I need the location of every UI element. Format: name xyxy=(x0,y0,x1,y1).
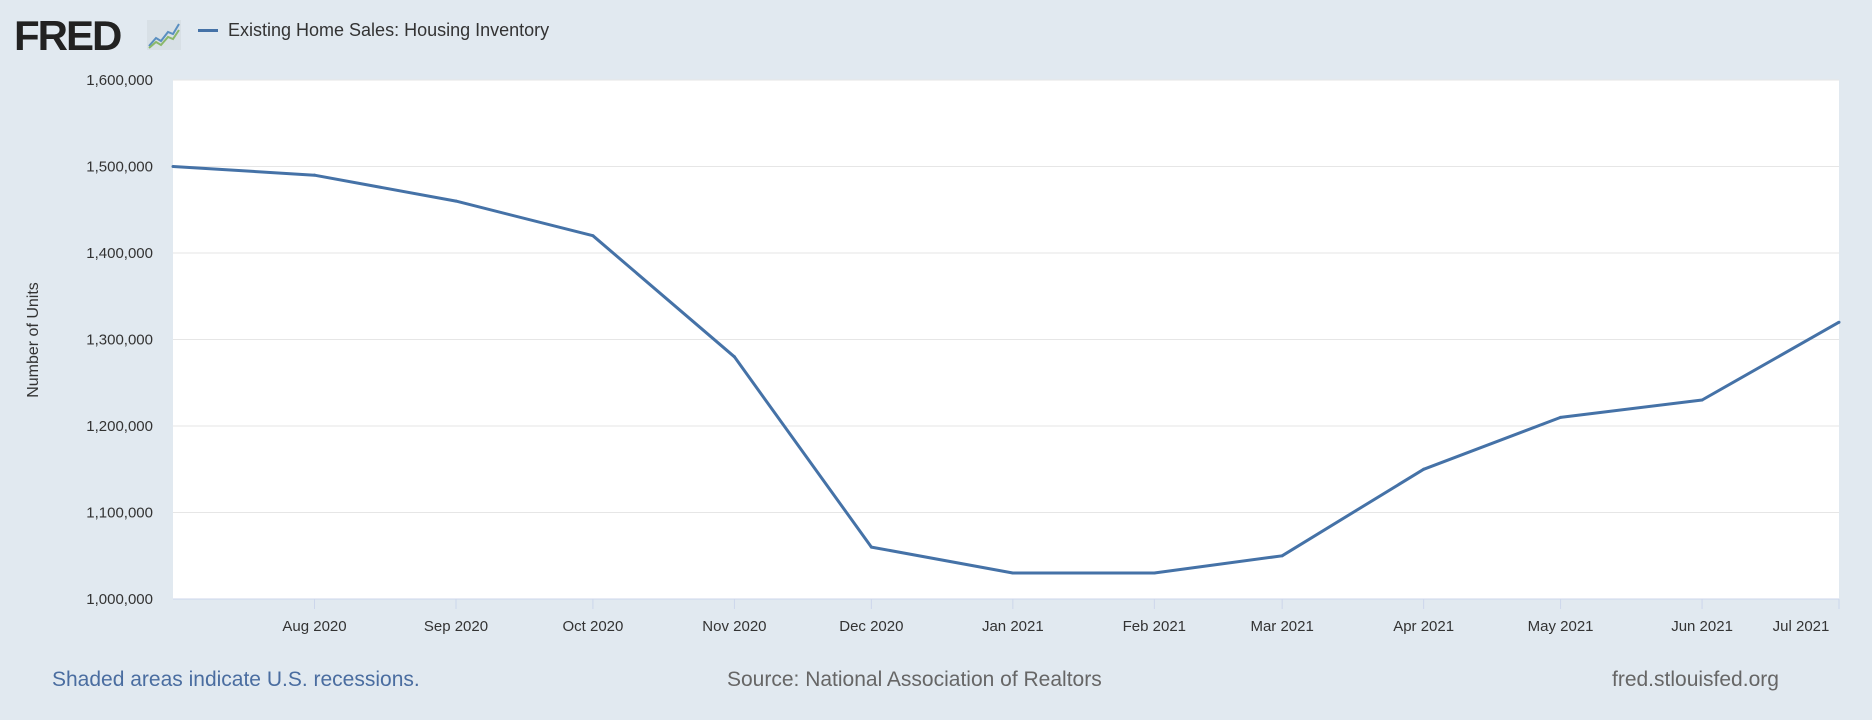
data-point xyxy=(1422,467,1426,471)
y-tick-label: 1,600,000 xyxy=(86,72,153,89)
y-axis-label: Number of Units xyxy=(25,282,42,398)
x-tick-label: Nov 2020 xyxy=(702,618,766,635)
data-point xyxy=(1837,320,1841,324)
fred-logo: FRED xyxy=(14,12,122,59)
x-tick-label: Aug 2020 xyxy=(282,618,346,635)
legend-swatch xyxy=(198,29,218,32)
data-point xyxy=(1700,398,1704,402)
data-point xyxy=(1152,571,1156,575)
data-point xyxy=(1011,571,1015,575)
x-tick-label: Dec 2020 xyxy=(839,618,903,635)
data-point xyxy=(454,199,458,203)
y-tick-label: 1,100,000 xyxy=(86,505,153,522)
data-point xyxy=(171,165,175,168)
y-tick-label: 1,000,000 xyxy=(86,591,153,608)
x-tick-label: Feb 2021 xyxy=(1123,618,1186,635)
legend-label: Existing Home Sales: Housing Inventory xyxy=(228,20,550,40)
x-tick-label: Oct 2020 xyxy=(562,618,623,635)
x-tick-label: Jun 2021 xyxy=(1671,618,1733,635)
x-tick-label: May 2021 xyxy=(1528,618,1594,635)
x-tick-label: Jan 2021 xyxy=(982,618,1044,635)
x-tick-label: Mar 2021 xyxy=(1250,618,1313,635)
data-point xyxy=(1280,554,1284,558)
source-note: Source: National Association of Realtors xyxy=(727,668,1102,691)
x-tick-label: Jul 2021 xyxy=(1773,618,1830,635)
data-point xyxy=(1559,415,1563,419)
y-tick-label: 1,200,000 xyxy=(86,418,153,435)
data-point xyxy=(591,234,595,238)
fred-chart-icon xyxy=(147,20,181,50)
data-point xyxy=(312,173,316,177)
recession-note: Shaded areas indicate U.S. recessions. xyxy=(52,668,420,691)
x-tick-label: Apr 2021 xyxy=(1393,618,1454,635)
legend: Existing Home Sales: Housing Inventory xyxy=(198,20,549,41)
data-point xyxy=(869,545,873,549)
x-tick-label: Sep 2020 xyxy=(424,618,488,635)
data-point xyxy=(732,355,736,359)
y-tick-label: 1,400,000 xyxy=(86,245,153,262)
y-tick-label: 1,300,000 xyxy=(86,332,153,349)
y-tick-label: 1,500,000 xyxy=(86,159,153,176)
fred-url-link[interactable]: fred.stlouisfed.org xyxy=(1612,668,1779,691)
